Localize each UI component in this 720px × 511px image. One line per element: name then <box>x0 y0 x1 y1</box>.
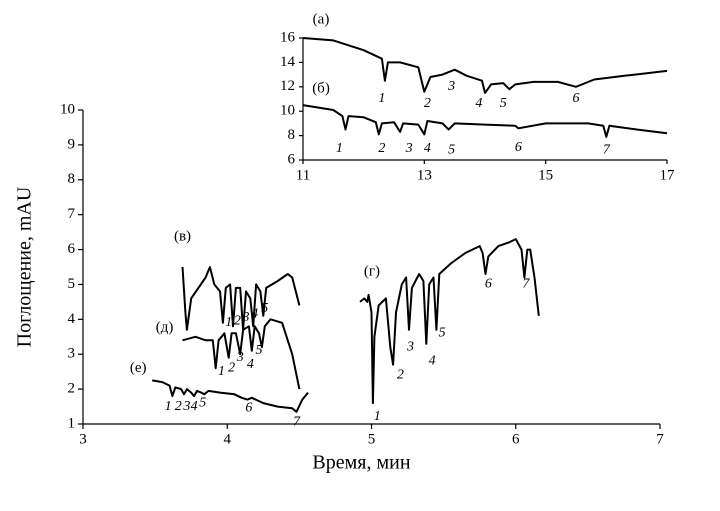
x-tick-label: 17 <box>660 167 676 183</box>
y-tick-label: 8 <box>288 127 296 143</box>
peak-label: 7 <box>293 414 301 429</box>
peak-label: 3 <box>242 310 250 325</box>
x-tick-label: 5 <box>368 431 376 447</box>
peak-label: 5 <box>199 395 206 410</box>
series-label: (в) <box>174 228 191 244</box>
x-tick-label: 13 <box>417 167 432 183</box>
peak-label: 2 <box>397 367 404 382</box>
x-tick-label: 7 <box>656 431 664 447</box>
series-label: (б) <box>312 81 330 97</box>
peak-label: 2 <box>228 360 235 375</box>
x-tick-label: 4 <box>224 431 232 447</box>
y-axis-label: Поглощение, mAU <box>14 186 36 347</box>
y-tick-label: 7 <box>68 206 76 222</box>
peak-label: 3 <box>236 350 244 365</box>
curve <box>359 238 540 405</box>
peak-label: 4 <box>251 306 258 321</box>
peak-label: 7 <box>603 142 611 157</box>
peak-label: 2 <box>234 313 241 328</box>
peak-label: 3 <box>405 141 413 156</box>
curve <box>302 37 668 94</box>
series-label: (д) <box>156 320 174 336</box>
curve <box>181 266 301 331</box>
y-tick-label: 9 <box>68 136 76 152</box>
peak-label: 1 <box>218 364 225 379</box>
y-tick-label: 1 <box>68 415 76 431</box>
y-tick-label: 4 <box>68 311 76 327</box>
y-tick-label: 6 <box>68 241 76 257</box>
peak-label: 6 <box>573 91 580 106</box>
y-tick-label: 16 <box>280 29 296 45</box>
peak-label: 5 <box>261 301 268 316</box>
peak-label: 4 <box>475 96 482 111</box>
peak-label: 2 <box>424 96 431 111</box>
x-tick-label: 6 <box>512 431 520 447</box>
peak-label: 1 <box>378 91 385 106</box>
peak-label: 5 <box>439 326 446 341</box>
y-tick-label: 14 <box>280 54 296 70</box>
peak-label: 5 <box>448 142 455 157</box>
series-label: (г) <box>364 263 380 279</box>
x-tick-label: 11 <box>296 167 310 183</box>
peak-label: 6 <box>245 401 252 416</box>
y-tick-label: 8 <box>68 171 76 187</box>
series-label: (е) <box>130 360 147 376</box>
peak-label: 1 <box>374 409 381 424</box>
y-tick-label: 10 <box>280 103 295 119</box>
y-tick-label: 10 <box>60 101 75 117</box>
peak-label: 1 <box>225 315 232 330</box>
y-tick-label: 12 <box>280 78 295 94</box>
curve <box>302 104 668 138</box>
curve <box>182 318 301 390</box>
curve <box>152 379 309 413</box>
peak-label: 1 <box>336 141 343 156</box>
peak-label: 3 <box>182 399 190 414</box>
peak-label: 4 <box>429 353 436 368</box>
peak-label: 4 <box>247 357 254 372</box>
y-tick-label: 6 <box>288 151 296 167</box>
peak-label: 3 <box>406 339 414 354</box>
x-tick-label: 15 <box>538 167 553 183</box>
peak-label: 1 <box>165 399 172 414</box>
y-tick-label: 3 <box>68 346 76 362</box>
peak-label: 7 <box>522 277 530 292</box>
y-tick-label: 2 <box>68 381 76 397</box>
x-axis-label: Время, мин <box>312 452 410 474</box>
peak-label: 6 <box>515 140 522 155</box>
peak-label: 6 <box>485 277 492 292</box>
peak-label: 5 <box>255 343 262 358</box>
x-tick-label: 3 <box>79 431 87 447</box>
peak-label: 2 <box>175 399 182 414</box>
peak-label: 4 <box>424 141 431 156</box>
peak-label: 4 <box>191 399 198 414</box>
peak-label: 5 <box>500 96 507 111</box>
series-label: (а) <box>313 11 330 27</box>
y-tick-label: 5 <box>68 276 76 292</box>
peak-label: 3 <box>447 79 455 94</box>
peak-label: 2 <box>378 141 385 156</box>
